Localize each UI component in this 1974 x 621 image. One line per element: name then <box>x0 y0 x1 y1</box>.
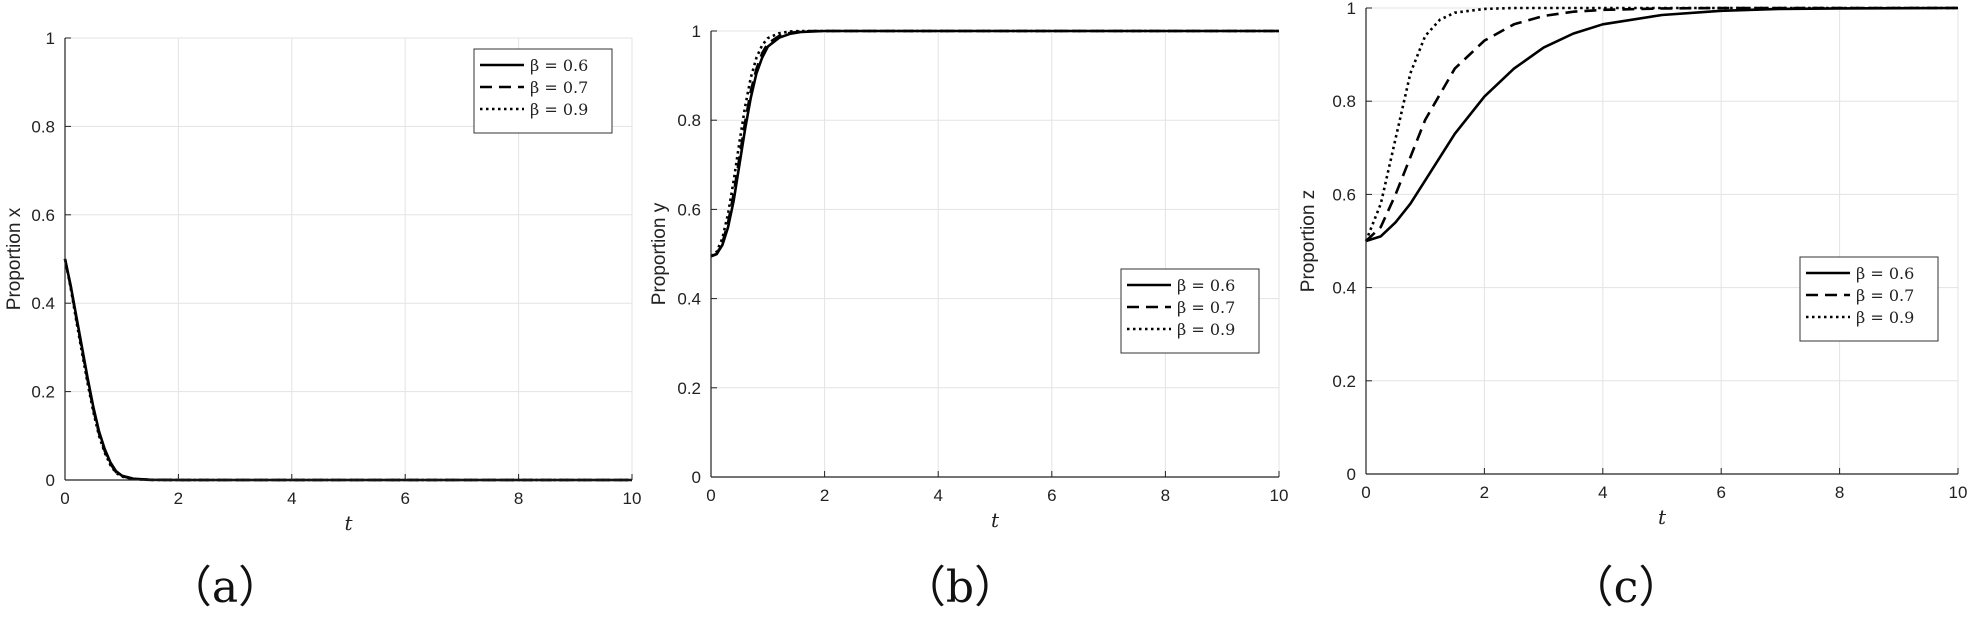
y-tick-label: 0.8 <box>31 117 55 136</box>
legend-entry-label: β = 0.9 <box>530 100 588 119</box>
y-tick-label: 0.2 <box>1332 372 1356 391</box>
legend: β = 0.6 β = 0.7 β = 0.9 <box>1120 268 1260 354</box>
x-tick-label: 6 <box>1047 486 1056 505</box>
y-tick-label: 0.8 <box>677 111 701 130</box>
y-tick-label: 1 <box>46 29 55 48</box>
x-tick-label: 4 <box>287 489 296 508</box>
x-axis-label: t <box>991 508 1000 532</box>
x-tick-label: 8 <box>1835 483 1844 502</box>
x-tick-label: 8 <box>1161 486 1170 505</box>
x-tick-label: 8 <box>514 489 523 508</box>
y-tick-label: 0.2 <box>31 383 55 402</box>
y-tick-label: 0.6 <box>31 206 55 225</box>
y-axis-label: Proportion x <box>4 207 25 310</box>
legend: β = 0.6 β = 0.7 β = 0.9 <box>1799 256 1939 342</box>
y-tick-label: 0 <box>1347 465 1356 484</box>
x-axis-label: t <box>1658 505 1667 529</box>
x-axis-label: t <box>344 511 353 535</box>
chart-1: 0 2 4 6 8 10 0 0.2 0.4 0.6 0.8 1 t Proportion y β = 0.… <box>649 22 1288 613</box>
legend-entry-label: β = 0.9 <box>1856 308 1914 327</box>
plot-area <box>1366 8 1958 474</box>
x-tick-label: 2 <box>1480 483 1489 502</box>
y-tick-label: 0.4 <box>31 294 55 313</box>
legend-entry-label: β = 0.7 <box>530 78 588 97</box>
plot-area <box>711 31 1279 477</box>
y-tick-label: 0.4 <box>677 290 701 309</box>
panel-caption: （c） <box>1570 562 1683 613</box>
y-axis-label: Proportion z <box>1298 190 1319 292</box>
x-tick-label: 6 <box>1716 483 1725 502</box>
x-tick-label: 4 <box>933 486 942 505</box>
x-tick-label: 0 <box>60 489 69 508</box>
y-tick-label: 0 <box>692 468 701 487</box>
x-tick-label: 10 <box>1949 483 1968 502</box>
x-tick-label: 0 <box>706 486 715 505</box>
series-line-0 <box>1365 6 1959 243</box>
legend: β = 0.6 β = 0.7 β = 0.9 <box>473 48 613 134</box>
series-line-1 <box>63 258 632 482</box>
y-axis-label: Proportion y <box>649 202 670 305</box>
y-tick-label: 1 <box>1347 0 1356 18</box>
legend-entry-label: β = 0.9 <box>1177 320 1235 339</box>
chart-0: 0 2 4 6 8 10 0 0.2 0.4 0.6 0.8 1 t Proportion x β = 0.… <box>4 29 641 613</box>
y-tick-label: 0 <box>46 471 55 490</box>
x-tick-label: 2 <box>174 489 183 508</box>
x-tick-label: 10 <box>1270 486 1289 505</box>
series-line-2 <box>710 29 1279 258</box>
legend-entry-label: β = 0.7 <box>1856 286 1914 305</box>
panel-caption: （b） <box>902 562 1018 613</box>
legend-box <box>473 48 613 134</box>
panel-caption: （a） <box>168 562 282 613</box>
y-tick-label: 0.8 <box>1332 92 1356 111</box>
y-tick-label: 0.6 <box>1332 185 1356 204</box>
legend-entry-label: β = 0.7 <box>1177 298 1235 317</box>
chart-2: 0 2 4 6 8 10 0 0.2 0.4 0.6 0.8 1 t Proportion z β = 0.… <box>1298 0 1967 613</box>
legend-box <box>1799 256 1939 342</box>
x-tick-label: 10 <box>623 489 642 508</box>
legend-entry-label: β = 0.6 <box>1856 264 1914 283</box>
x-tick-label: 4 <box>1598 483 1607 502</box>
legend-entry-label: β = 0.6 <box>530 56 588 75</box>
y-tick-label: 0.2 <box>677 379 701 398</box>
x-tick-label: 0 <box>1361 483 1370 502</box>
legend-box <box>1120 268 1260 354</box>
series-line-1 <box>1365 6 1958 242</box>
legend-entry-label: β = 0.6 <box>1177 276 1235 295</box>
series-line-2 <box>63 258 632 482</box>
x-tick-label: 6 <box>400 489 409 508</box>
series-line-2 <box>1364 6 1958 242</box>
y-tick-label: 0.6 <box>677 200 701 219</box>
x-tick-label: 2 <box>820 486 829 505</box>
y-tick-label: 0.4 <box>1332 279 1356 298</box>
y-tick-label: 1 <box>692 22 701 41</box>
